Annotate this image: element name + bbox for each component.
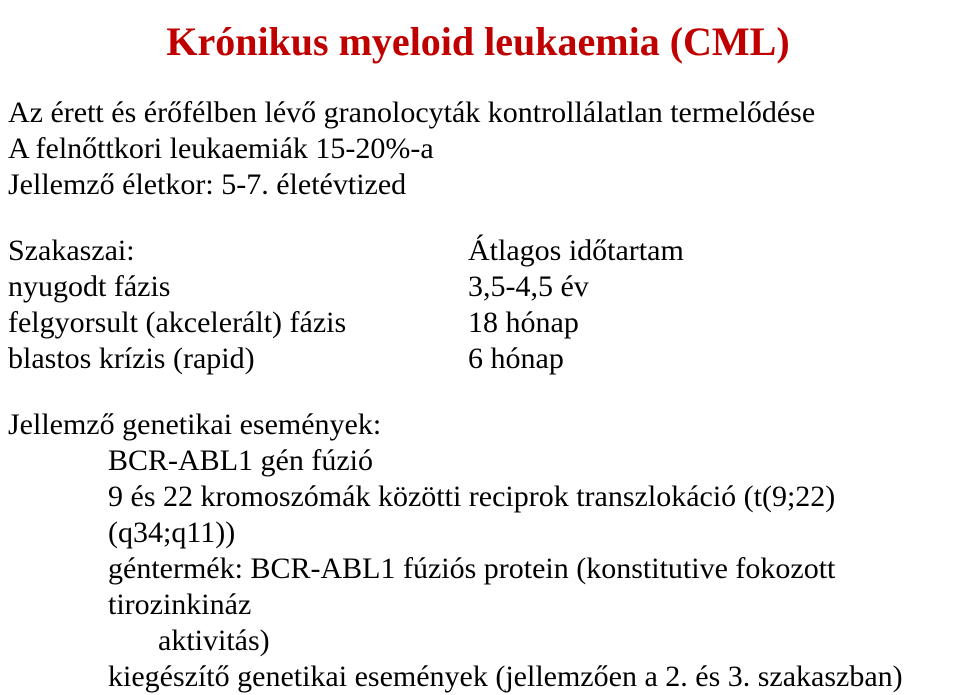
phase-name: nyugodt fázis [8, 269, 468, 305]
phases-table: Szakaszai: Átlagos időtartam nyugodt fáz… [8, 233, 960, 377]
genetics-line: géntermék: BCR-ABL1 fúziós protein (kons… [8, 551, 960, 623]
phases-row: blastos krízis (rapid) 6 hónap [8, 341, 960, 377]
page-title: Krónikus myeloid leukaemia (CML) [8, 18, 948, 65]
genetics-line-cont: aktivitás) [8, 623, 960, 659]
genetics-heading: Jellemző genetikai események: [8, 407, 960, 443]
intro-line: A felnőttkori leukaemiák 15-20%-a [8, 131, 960, 167]
phases-row: nyugodt fázis 3,5-4,5 év [8, 269, 960, 305]
phase-duration: 3,5-4,5 év [468, 269, 960, 305]
intro-line: Az érett és érőfélben lévő granolocyták … [8, 95, 960, 131]
phases-header-left: Szakaszai: [8, 233, 468, 269]
intro-line: Jellemző életkor: 5-7. életévtized [8, 167, 960, 203]
phases-header-row: Szakaszai: Átlagos időtartam [8, 233, 960, 269]
intro-block: Az érett és érőfélben lévő granolocyták … [8, 95, 960, 203]
phase-duration: 18 hónap [468, 305, 960, 341]
phases-header-right: Átlagos időtartam [468, 233, 960, 269]
phase-duration: 6 hónap [468, 341, 960, 377]
phase-name: felgyorsult (akcelerált) fázis [8, 305, 468, 341]
genetics-line: kiegészítő genetikai események (jellemző… [8, 659, 960, 695]
document-page: Krónikus myeloid leukaemia (CML) Az éret… [0, 0, 960, 695]
phases-row: felgyorsult (akcelerált) fázis 18 hónap [8, 305, 960, 341]
genetics-line: 9 és 22 kromoszómák közötti reciprok tra… [8, 479, 960, 551]
phase-name: blastos krízis (rapid) [8, 341, 468, 377]
spacer [8, 203, 960, 233]
genetics-line: BCR-ABL1 gén fúzió [8, 443, 960, 479]
spacer [8, 377, 960, 407]
